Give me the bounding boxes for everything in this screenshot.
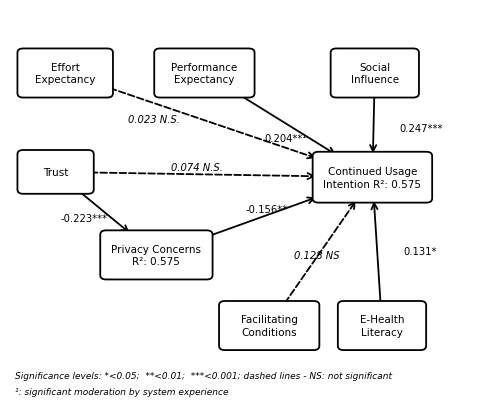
Text: Effort
Expectancy: Effort Expectancy xyxy=(35,62,96,85)
Text: Continued Usage
Intention R²: 0.575: Continued Usage Intention R²: 0.575 xyxy=(324,166,422,189)
FancyBboxPatch shape xyxy=(154,49,254,98)
FancyBboxPatch shape xyxy=(219,301,320,350)
Text: E-Health
Literacy: E-Health Literacy xyxy=(360,314,404,337)
FancyBboxPatch shape xyxy=(312,152,432,203)
Text: 0.131*: 0.131* xyxy=(404,247,437,257)
Text: Privacy Concerns
R²: 0.575: Privacy Concerns R²: 0.575 xyxy=(112,244,202,266)
Text: Significance levels: *<0.05;  **<0.01;  ***<0.001; dashed lines - NS: not signif: Significance levels: *<0.05; **<0.01; **… xyxy=(15,371,392,381)
FancyBboxPatch shape xyxy=(18,151,94,194)
Text: 0.074 N.S.: 0.074 N.S. xyxy=(172,162,223,172)
FancyBboxPatch shape xyxy=(18,49,113,98)
Text: -0.156**: -0.156** xyxy=(246,205,288,215)
FancyBboxPatch shape xyxy=(330,49,419,98)
Text: Performance
Expectancy: Performance Expectancy xyxy=(172,62,237,85)
FancyBboxPatch shape xyxy=(100,231,212,280)
Text: 0.247***: 0.247*** xyxy=(400,124,444,133)
FancyBboxPatch shape xyxy=(338,301,426,350)
Text: 0.128 NS: 0.128 NS xyxy=(294,250,340,260)
Text: -0.223***: -0.223*** xyxy=(61,213,108,223)
Text: 0.204**¹: 0.204**¹ xyxy=(265,134,307,144)
Text: 0.023 N.S.: 0.023 N.S. xyxy=(128,115,180,125)
Text: Social
Influence: Social Influence xyxy=(350,62,399,85)
Text: Facilitating
Conditions: Facilitating Conditions xyxy=(241,314,298,337)
Text: ¹: significant moderation by system experience: ¹: significant moderation by system expe… xyxy=(15,388,229,396)
Text: Trust: Trust xyxy=(43,168,68,177)
